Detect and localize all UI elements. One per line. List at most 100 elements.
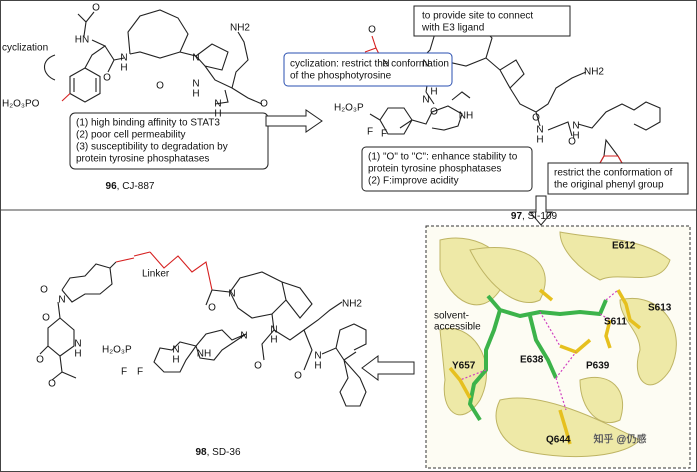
atom-label: HN [75,35,89,46]
phosphate-group: H₂O₃PO [2,99,40,110]
atom-label: H [536,135,543,146]
crystal-structure [425,225,691,469]
atom-label: O [48,379,56,390]
atom-label: N [214,99,221,110]
atom-label: F [367,127,373,138]
atom-label: F [381,129,387,140]
atom-label: O [430,107,438,118]
atom-label: NH [459,111,473,122]
issues-box [69,112,269,170]
atom-label: H [74,349,81,360]
atom-label: N [172,345,179,356]
note-text: the original phenyl group [554,180,664,191]
atom-label: O [532,113,540,124]
residue-label: Q644 [546,435,571,446]
atom-label: O [260,99,268,110]
phosphonate-group: H₂O₃P [334,103,364,114]
atom-label: H [172,355,179,366]
atom-label: O [103,73,111,84]
note-text: (2) F:improve acidity [368,176,459,187]
solvent-label: solvent- [434,311,469,322]
atom-label: O [254,361,262,372]
phosphonate-group: H₂O₃P [102,345,132,356]
atom-label: N [192,79,199,90]
caption-label: , CJ-887 [117,181,155,192]
note-text: restrict the conformation of [554,168,673,179]
atom-label: O [368,25,376,36]
linker-label: Linker [142,269,170,280]
atom-label: F [121,367,127,378]
atom-label: O [294,371,302,382]
atom-label: NH [197,349,211,360]
atom-label: H [214,109,221,120]
atom-label: N [314,351,321,362]
caption-label: , SD-36 [207,447,241,458]
note-text: cyclization: restrict the conformation [290,59,449,70]
arrow-down [528,195,554,226]
atom-label: N [228,289,235,300]
atom-label: N [120,53,127,64]
caption-label: , SI-109 [522,211,557,222]
atom-label: O [568,137,576,148]
annotation: cyclization [2,43,48,54]
atom-label: N [58,295,65,306]
structure-96 [43,9,263,105]
residue-label: P639 [586,361,610,372]
watermark: 知乎 @仍感 [594,433,647,446]
atom-label: H [572,131,579,142]
residue-label: S611 [604,317,627,328]
atom-label: H [192,89,199,100]
caption-number: 97 [511,211,523,222]
atom-label: H [430,87,437,98]
issue-text: (2) poor cell permeability [76,130,186,141]
caption-number: 98 [195,447,207,458]
atom-label: O [156,81,164,92]
atom-label: N [572,121,579,132]
atom-label: N [382,59,389,70]
atom-label: H [120,63,127,74]
atom-label: N [192,53,199,64]
atom-label: H [270,335,277,346]
atom-label: O [92,3,100,14]
atom-label: N [536,125,543,136]
note-text: with E3 ligand [421,23,484,34]
atom-label: NH2 [342,299,362,310]
issue-text: protein tyrosine phosphatases [76,154,209,165]
atom-label: N [422,95,429,106]
atom-label: O [40,285,48,296]
stability-box [361,146,533,192]
atom-label: N [422,59,429,70]
residue-label: E638 [520,355,544,366]
residue-label: E612 [612,241,636,252]
atom-label: F [137,367,143,378]
atom-label: H [314,361,321,372]
atom-label: NH2 [584,67,604,78]
atom-label: O [42,313,50,324]
arrow-right [265,109,323,133]
structure-98 [39,251,367,407]
atom-label: N [240,331,247,342]
solvent-label: accessible [434,322,481,333]
atom-label: N [270,325,277,336]
residue-label: Y657 [452,361,476,372]
cyclization-box [283,52,453,87]
note-text: of the phosphotyrosine [290,71,392,82]
e3-site-box [413,5,571,37]
atom-label: O [208,303,216,314]
issue-text: (3) susceptibility to degradation by [76,142,228,153]
atom-label: N [74,339,81,350]
note-text: (1) "O" to "C": enhance stability to [368,152,518,163]
note-text: to provide site to connect [422,11,533,22]
compound-caption: 98, SD-36 [195,447,240,458]
note-text: protein tyrosine phosphatases [368,164,501,175]
issue-text: (1) high binding affinity to STAT3 [76,118,220,129]
arrow-left [361,355,415,381]
residue-label: S613 [648,303,672,314]
atom-label: O [36,355,44,366]
caption-number: 96 [106,181,118,192]
compound-caption: 96, CJ-887 [106,181,155,192]
compound-caption: 97, SI-109 [511,211,558,222]
atom-label: NH2 [230,23,250,34]
phenyl-box [547,162,689,195]
